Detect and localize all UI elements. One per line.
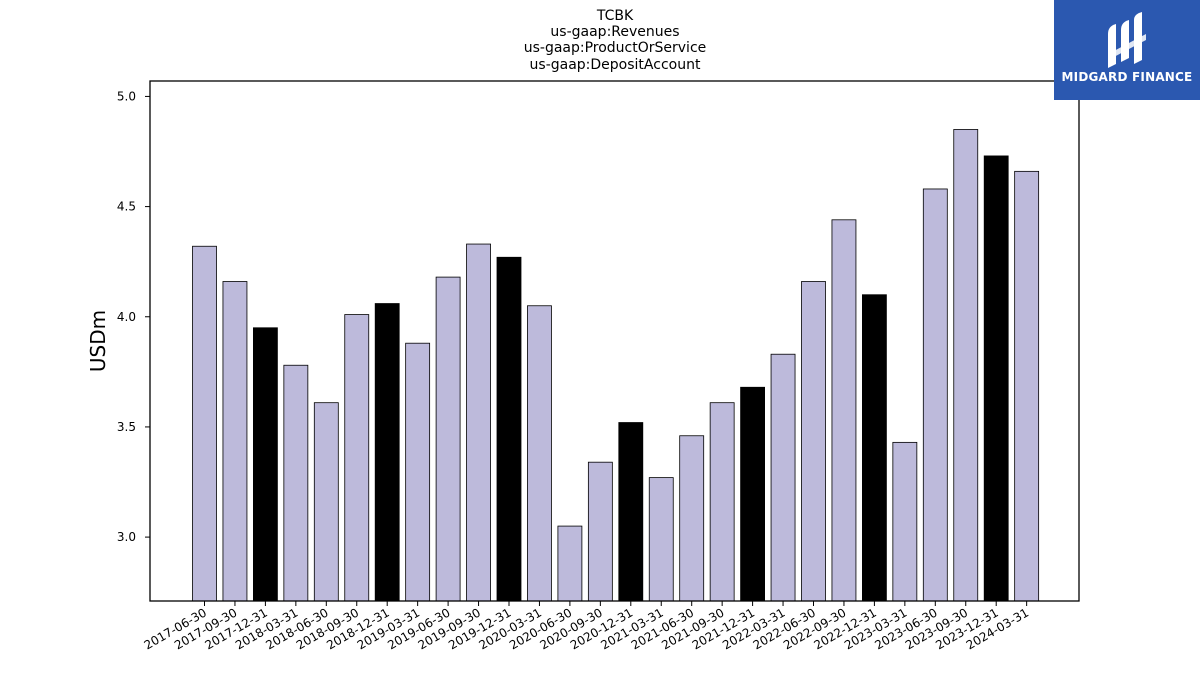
bar-2018-09-30 bbox=[344, 314, 370, 602]
title-line-3: us-gaap:ProductOrService bbox=[524, 40, 707, 56]
bar-2017-09-30 bbox=[222, 281, 248, 602]
y-tick-label: 4.5 bbox=[117, 200, 136, 214]
bar-2023-03-31 bbox=[892, 441, 918, 602]
bar-2023-12-31 bbox=[983, 155, 1009, 602]
bar-2021-09-30 bbox=[709, 402, 735, 602]
bar-2020-06-30 bbox=[557, 525, 583, 602]
bar-2017-12-31 bbox=[252, 327, 278, 602]
bar-2023-09-30 bbox=[953, 129, 979, 602]
logo-text: MIDGARD FINANCE bbox=[1061, 70, 1193, 84]
bar-2022-06-30 bbox=[801, 281, 826, 602]
y-tick-label: 5.0 bbox=[117, 89, 136, 103]
bar-2022-09-30 bbox=[831, 219, 857, 602]
bar-2018-06-30 bbox=[313, 402, 339, 602]
bar-2024-03-31 bbox=[1014, 170, 1040, 602]
bar-2018-03-31 bbox=[283, 364, 309, 602]
bar-2019-03-31 bbox=[405, 342, 431, 602]
midgard-logo-icon bbox=[1108, 12, 1146, 68]
bar-2023-06-30 bbox=[922, 188, 948, 602]
bar-2020-12-31 bbox=[618, 422, 644, 602]
chart-title: TCBK us-gaap:Revenues us-gaap:ProductOrS… bbox=[524, 8, 707, 73]
bar-2017-06-30 bbox=[192, 245, 217, 602]
y-axis-label: USDm bbox=[86, 310, 110, 372]
bar-2018-12-31 bbox=[374, 303, 400, 602]
y-tick-label: 3.0 bbox=[117, 530, 136, 544]
y-tick-label: 3.5 bbox=[117, 420, 136, 434]
bar-2020-03-31 bbox=[527, 305, 552, 602]
bar-2021-12-31 bbox=[740, 386, 765, 602]
plot-frame bbox=[149, 80, 1080, 602]
title-line-2: us-gaap:Revenues bbox=[550, 24, 679, 40]
title-line-4: us-gaap:DepositAccount bbox=[530, 57, 701, 73]
bar-2021-03-31 bbox=[648, 477, 674, 602]
bar-2020-09-30 bbox=[587, 461, 613, 602]
brand-logo: MIDGARD FINANCE bbox=[1054, 0, 1200, 100]
bar-2022-03-31 bbox=[770, 353, 796, 602]
bar-2021-06-30 bbox=[679, 435, 705, 602]
bar-2019-06-30 bbox=[435, 276, 461, 602]
bar-2022-12-31 bbox=[862, 294, 887, 602]
bar-2019-12-31 bbox=[496, 256, 522, 602]
title-line-1: TCBK bbox=[596, 8, 634, 24]
bar-2019-09-30 bbox=[466, 243, 491, 602]
y-tick-label: 4.0 bbox=[117, 310, 136, 324]
